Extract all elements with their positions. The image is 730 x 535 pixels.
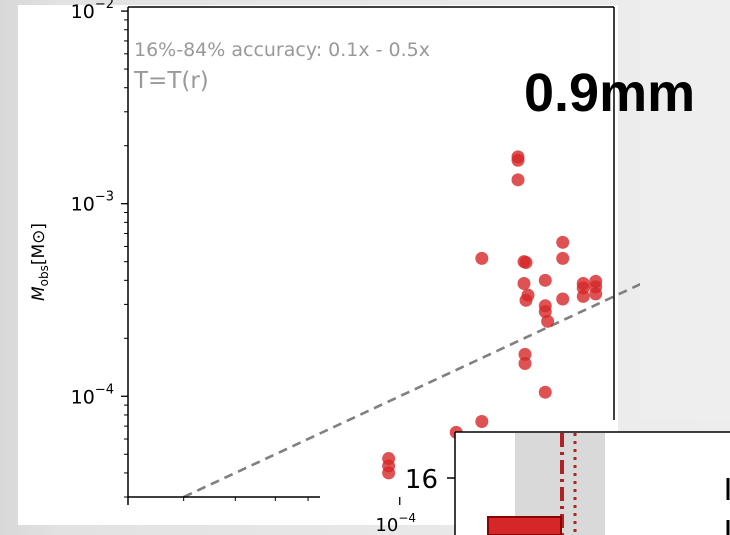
accuracy-annotation: 16%-84% accuracy: 0.1x - 0.5x (134, 39, 430, 61)
data-point (538, 385, 552, 399)
y-axis-label-subscript: obs (37, 265, 51, 286)
data-point (518, 347, 532, 361)
data-point (519, 256, 533, 270)
inset-y-tick-label: 16 (405, 465, 438, 495)
wavelength-label: 0.9mm (524, 63, 696, 123)
data-point (589, 287, 603, 301)
data-point (475, 414, 489, 428)
data-point (517, 277, 531, 291)
y-axis-label-unit: [M⊙] (29, 223, 49, 265)
data-point (382, 466, 396, 480)
y-tick-label: 10−2 (71, 0, 114, 23)
y-tick-label: 10−3 (71, 190, 114, 216)
model-annotation: T=T(r) (133, 68, 209, 94)
inset-histogram-bar (487, 516, 562, 535)
data-point (538, 273, 552, 287)
side-panel (640, 0, 730, 420)
y-axis-label-symbol: M (29, 286, 49, 301)
data-point (556, 235, 570, 249)
data-point (511, 153, 525, 167)
data-point (556, 292, 570, 306)
data-point (541, 314, 555, 328)
data-point (556, 251, 570, 265)
data-point (576, 289, 590, 303)
data-point (475, 251, 489, 265)
y-tick-label: 10−4 (71, 382, 114, 408)
data-point (511, 173, 525, 187)
y-axis-label: Mobs[M⊙] (29, 223, 51, 301)
data-point (519, 293, 533, 307)
data-point (518, 356, 532, 370)
x-tick-label: 10−4 (375, 511, 416, 535)
